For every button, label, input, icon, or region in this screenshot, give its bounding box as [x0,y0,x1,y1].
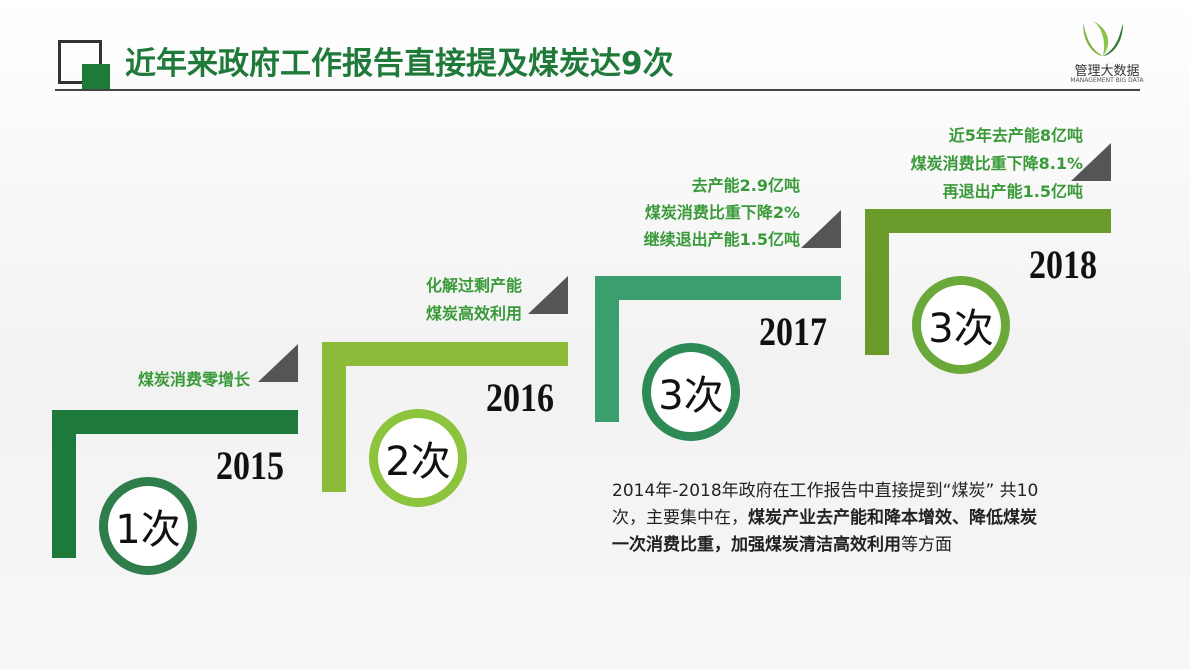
logo-name: 管理大数据 [1074,64,1140,79]
step-bar-side [595,276,619,422]
step-triangle [258,344,298,382]
step-count: 1次 [99,477,197,575]
step-note: 煤炭高效利用 [425,304,522,323]
step-bar-top [322,342,568,366]
step-note: 化解过剩产能 [425,276,522,295]
step-bar-top [52,410,298,434]
step-bar-side [322,342,346,492]
step-bar-top [595,276,841,300]
title-icon-fill [82,64,110,90]
step-bar-top [865,209,1111,233]
step-note: 煤炭消费零增长 [137,370,250,389]
step-year: 2017 [759,309,827,354]
title-rule [55,89,1140,91]
step-year: 2015 [216,443,284,488]
step-count: 3次 [642,343,740,441]
step-bar-side [52,410,76,558]
step-year: 2016 [486,375,554,420]
step-year: 2018 [1029,242,1097,287]
slide-title: 近年来政府工作报告直接提及煤炭达9次 [125,46,674,82]
logo-icon [1083,21,1123,56]
summary-run: 煤炭产业去产能和降本增效、降低煤炭一次消费比重，加强煤炭清洁高效利用 [612,508,1037,555]
step-bar-side [865,209,889,355]
summary-run: 2014年-2018年政府在工作报告中直接提到“煤炭” 共10次，主要集中在， [612,481,1039,528]
step-note: 去产能2.9亿吨 [691,176,800,195]
step-note: 煤炭消费比重下降8.1% [910,154,1083,173]
step-note: 再退出产能1.5亿吨 [942,182,1083,201]
logo-subtitle: MANAGEMENT BIG DATA [1070,77,1144,84]
step-count: 3次 [912,276,1010,374]
step-note: 煤炭消费比重下降2% [644,203,800,222]
step-note: 近5年去产能8亿吨 [948,126,1083,145]
step-triangle [801,210,841,248]
title-icon [58,40,102,84]
step-count: 2次 [369,409,467,507]
summary: 2014年-2018年政府在工作报告中直接提到“煤炭” 共10次，主要集中在，煤… [612,478,1052,559]
step-triangle [528,276,568,314]
step-triangle [1071,143,1111,181]
step-note: 继续退出产能1.5亿吨 [643,230,800,249]
summary-run: 等方面 [901,535,952,555]
